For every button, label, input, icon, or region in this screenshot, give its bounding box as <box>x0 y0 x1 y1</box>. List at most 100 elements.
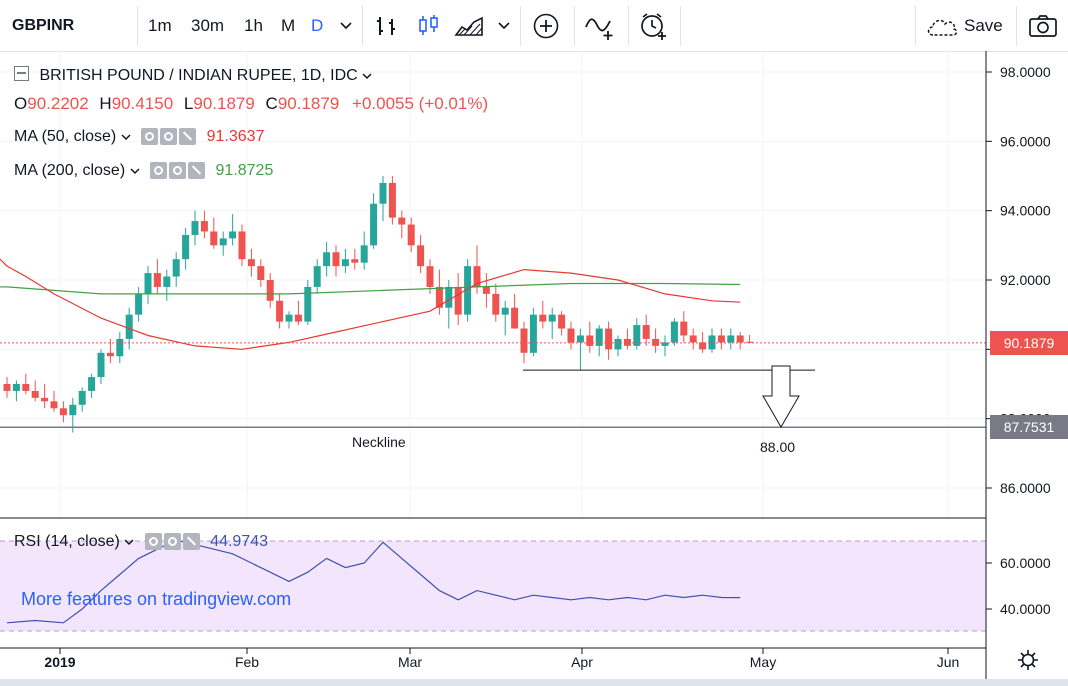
ma200-legend[interactable]: MA (200, close) 91.8725 <box>14 162 274 180</box>
save-label: Save <box>964 15 1003 35</box>
candle-body <box>576 335 584 343</box>
candle-body <box>736 335 744 343</box>
candle-body <box>689 335 697 343</box>
candle-body <box>304 286 312 322</box>
camera-icon[interactable] <box>1028 0 1058 51</box>
interval-day[interactable]: D <box>311 15 324 35</box>
candle-body <box>661 342 669 346</box>
toolbar-divider <box>628 6 629 46</box>
candle-body <box>520 328 528 353</box>
save-button[interactable]: Save <box>925 0 1003 51</box>
settings-gear-icon[interactable] <box>1018 650 1038 670</box>
candles-style-icon[interactable] <box>416 0 442 51</box>
close-icon[interactable] <box>179 128 197 146</box>
eye-icon[interactable] <box>144 533 162 551</box>
ma50-chevron-down-icon[interactable] <box>121 134 131 141</box>
indicators-icon[interactable] <box>584 0 618 51</box>
candle-body <box>313 266 321 287</box>
candle-body <box>699 342 707 350</box>
neckline-label: Neckline <box>352 434 406 450</box>
candle-body <box>153 273 161 287</box>
candle-body <box>473 266 481 287</box>
toolbar-divider <box>362 6 363 46</box>
candle-body <box>464 266 472 315</box>
open-value: 90.2202 <box>27 94 89 113</box>
rsi-legend[interactable]: RSI (14, close) 44.9743 <box>14 533 269 551</box>
candle-body <box>219 238 227 246</box>
cloud-icon <box>927 19 958 36</box>
gear-icon[interactable] <box>169 162 187 180</box>
bar-style-icon[interactable] <box>374 0 400 51</box>
ma200-chevron-down-icon[interactable] <box>130 168 140 175</box>
title-chevron-down-icon[interactable] <box>362 73 372 80</box>
price-tick-label: 98.0000 <box>1000 64 1051 80</box>
candle-body <box>97 352 105 378</box>
close-icon[interactable] <box>188 162 206 180</box>
candle-body <box>172 259 180 277</box>
eye-icon[interactable] <box>141 128 159 146</box>
candle-body <box>746 341 754 343</box>
candle-body <box>341 259 349 267</box>
candle-body <box>135 293 143 315</box>
time-tick-label: May <box>750 654 776 670</box>
candle-body <box>558 314 566 329</box>
candle-body <box>642 325 650 339</box>
time-tick-label: Mar <box>398 654 422 670</box>
gear-icon[interactable] <box>160 128 178 146</box>
symbol-title[interactable]: BRITISH POUND / INDIAN RUPEE, 1D, IDC <box>39 67 358 84</box>
ma50-value: 91.3637 <box>206 128 265 146</box>
interval-month[interactable]: M <box>281 15 296 35</box>
candle-body <box>717 335 725 343</box>
candle-body <box>652 338 660 346</box>
compare-plus-icon[interactable] <box>532 0 560 51</box>
grid-lines <box>0 51 986 518</box>
collapse-square-icon[interactable] <box>14 66 29 81</box>
interval-dropdown-chevron-down-icon[interactable] <box>340 0 352 51</box>
candle-body <box>351 259 359 263</box>
gear-icon[interactable] <box>163 533 181 551</box>
main-legend: BRITISH POUND / INDIAN RUPEE, 1D, IDC <box>14 66 372 85</box>
candle-body <box>360 245 368 263</box>
chart-type-chevron-down-icon[interactable] <box>498 0 510 51</box>
close-icon[interactable] <box>182 533 200 551</box>
area-style-icon[interactable] <box>454 0 484 51</box>
top-toolbar: GBPINR 1m 30m 1h M D Save <box>0 0 1068 52</box>
symbol-search[interactable]: GBPINR <box>12 16 75 34</box>
candle-body <box>417 245 425 267</box>
candle-body <box>144 273 152 294</box>
candle-body <box>285 314 293 322</box>
toolbar-divider <box>137 6 138 46</box>
tradingview-watermark[interactable]: More features on tradingview.com <box>21 589 292 609</box>
interval-1h[interactable]: 1h <box>244 15 263 35</box>
price-chart[interactable]: Neckline 88.00 98.0000 96.0000 94.0000 92.0… <box>0 51 1068 686</box>
interval-30m[interactable]: 30m <box>191 15 225 35</box>
candle-body <box>59 408 67 416</box>
ma200-value: 91.8725 <box>215 162 274 180</box>
candle-body <box>50 401 58 409</box>
candles-group <box>3 176 754 433</box>
alert-clock-icon[interactable] <box>638 0 670 51</box>
candle-body <box>595 328 603 346</box>
high-value: 90.4150 <box>111 94 174 113</box>
candle-body <box>567 328 575 343</box>
candle-body <box>548 314 556 322</box>
candle-body <box>294 314 302 322</box>
candle-body <box>106 352 114 357</box>
price-tick-label: 92.0000 <box>1000 272 1051 288</box>
candle-body <box>511 307 519 329</box>
toolbar-divider <box>1016 6 1017 46</box>
interval-1m[interactable]: 1m <box>148 15 172 35</box>
eye-icon[interactable] <box>150 162 168 180</box>
candle-body <box>623 338 631 346</box>
close-value: 90.1879 <box>277 94 340 113</box>
ma50-line <box>0 258 741 350</box>
candle-body <box>727 335 735 343</box>
rsi-chevron-down-icon[interactable] <box>124 539 134 546</box>
candle-body <box>191 221 199 235</box>
time-tick-label: Apr <box>571 654 593 670</box>
candle-body <box>482 286 490 294</box>
price-tick-label: 94.0000 <box>1000 203 1051 219</box>
bottom-scroll-strip <box>0 679 1068 686</box>
ma50-legend[interactable]: MA (50, close) 91.3637 <box>14 128 265 146</box>
candle-body <box>680 321 688 336</box>
